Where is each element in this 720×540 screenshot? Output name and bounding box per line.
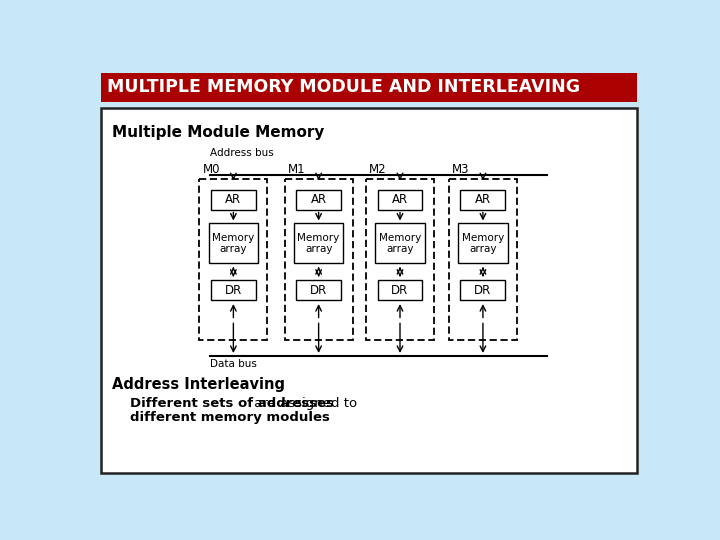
Text: array: array [305, 244, 333, 254]
Text: Different sets of addresses: Different sets of addresses [130, 397, 334, 410]
Bar [209, 224, 258, 264]
Text: are assigned to: are assigned to [251, 397, 358, 410]
Text: Memory: Memory [212, 233, 254, 243]
Text: Data bus: Data bus [210, 359, 257, 369]
Text: M2: M2 [369, 163, 387, 176]
Text: Memory: Memory [297, 233, 340, 243]
Bar [284, 179, 353, 340]
Bar [366, 179, 434, 340]
Bar [461, 280, 505, 300]
Text: Address Interleaving: Address Interleaving [112, 377, 284, 393]
Text: M3: M3 [452, 163, 469, 176]
Text: array: array [220, 244, 247, 254]
Text: DR: DR [392, 284, 409, 297]
Text: array: array [386, 244, 414, 254]
Text: M0: M0 [202, 163, 220, 176]
Bar [296, 190, 341, 210]
Text: DR: DR [310, 284, 328, 297]
Bar [449, 179, 517, 340]
Text: different memory modules: different memory modules [130, 411, 330, 424]
Bar [377, 280, 423, 300]
Bar [199, 179, 267, 340]
Text: AR: AR [310, 193, 327, 206]
Text: M1: M1 [287, 163, 305, 176]
Text: Memory: Memory [462, 233, 504, 243]
Bar [101, 108, 637, 473]
Bar [294, 224, 343, 264]
Text: Address bus: Address bus [210, 148, 274, 158]
Text: AR: AR [225, 193, 241, 206]
Bar [296, 280, 341, 300]
Text: array: array [469, 244, 497, 254]
Text: Memory: Memory [379, 233, 421, 243]
Text: AR: AR [392, 193, 408, 206]
Bar [377, 190, 423, 210]
Bar [211, 190, 256, 210]
Bar [211, 280, 256, 300]
Bar [375, 224, 425, 264]
Text: Multiple Module Memory: Multiple Module Memory [112, 125, 324, 140]
Text: DR: DR [474, 284, 492, 297]
Bar [101, 72, 637, 102]
Text: AR: AR [475, 193, 491, 206]
Bar [458, 224, 508, 264]
Text: DR: DR [225, 284, 242, 297]
Text: MULTIPLE MEMORY MODULE AND INTERLEAVING: MULTIPLE MEMORY MODULE AND INTERLEAVING [107, 78, 580, 96]
Bar [461, 190, 505, 210]
